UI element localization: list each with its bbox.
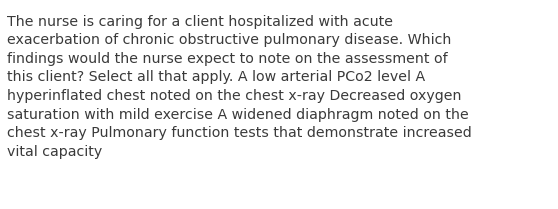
Text: The nurse is caring for a client hospitalized with acute
exacerbation of chronic: The nurse is caring for a client hospita…: [7, 15, 472, 159]
